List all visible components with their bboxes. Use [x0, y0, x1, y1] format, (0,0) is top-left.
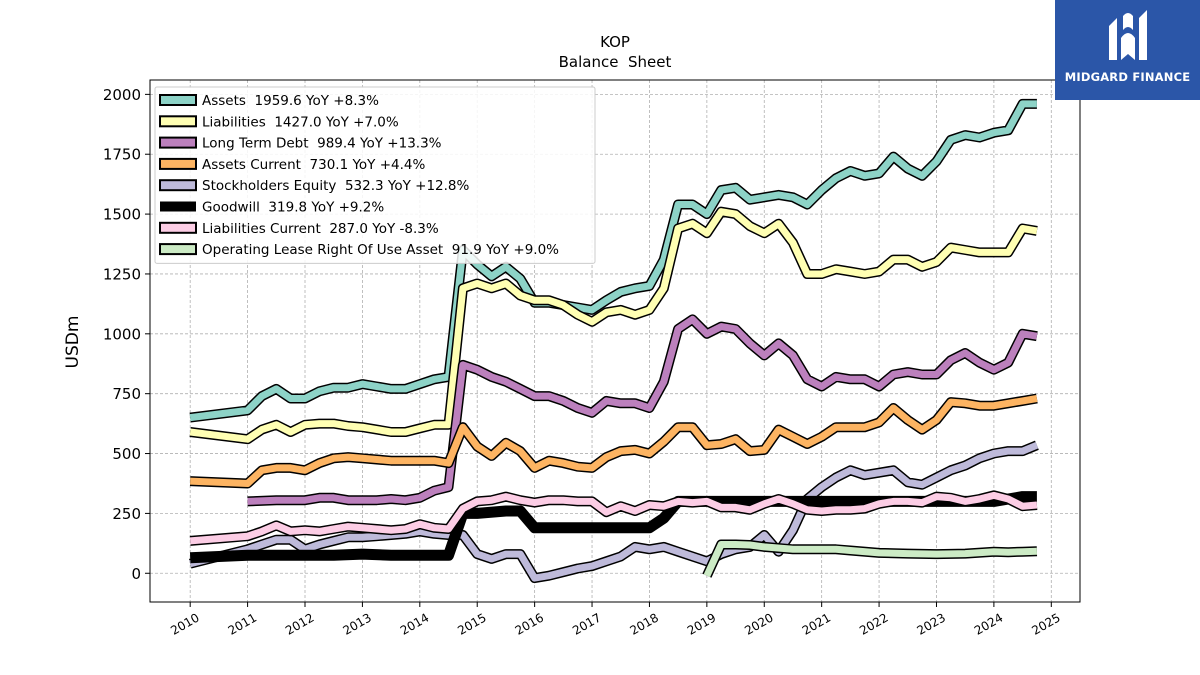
series-line — [189, 208, 1038, 443]
x-tick-label: 2019 — [685, 610, 718, 637]
x-tick-label: 2021 — [800, 610, 833, 637]
midgard-logo-icon — [1109, 10, 1147, 60]
x-tick-label: 2014 — [398, 610, 431, 637]
x-tick-label: 2013 — [340, 610, 373, 637]
y-tick-label: 250 — [112, 505, 141, 523]
y-tick-label: 1250 — [103, 265, 141, 283]
y-tick-label: 1000 — [103, 325, 141, 343]
legend-label: Goodwill 319.8 YoY +9.2% — [202, 200, 384, 216]
legend-label: Stockholders Equity 532.3 YoY +12.8% — [202, 178, 470, 194]
x-tick-label: 2018 — [627, 610, 660, 637]
legend-swatch — [159, 179, 197, 192]
series-4 — [188, 440, 1039, 584]
y-tick-label: 1750 — [103, 146, 141, 164]
series-line — [190, 395, 1038, 487]
series-0 — [189, 98, 1037, 423]
series-line — [189, 491, 1037, 564]
legend-swatch — [159, 115, 197, 128]
legend-label: Operating Lease Right Of Use Asset 91.9 … — [202, 242, 559, 258]
x-tick-label: 2010 — [168, 610, 201, 637]
legend-swatch — [159, 94, 197, 106]
series-line — [189, 100, 1037, 422]
series-line — [703, 541, 1038, 578]
legend-item: Stockholders Equity 532.3 YoY +12.8% — [159, 178, 470, 194]
legend-swatch — [159, 221, 197, 234]
y-tick-label: 500 — [112, 445, 141, 463]
legend-swatch — [159, 243, 197, 256]
brand-logo: MIDGARD FINANCE — [1055, 0, 1200, 100]
y-tick-label: 1500 — [103, 206, 141, 224]
legend-label: Long Term Debt 989.4 YoY +13.3% — [202, 136, 442, 152]
x-tick-label: 2016 — [513, 610, 546, 637]
series-5 — [189, 491, 1037, 564]
x-axis-ticks: 2010 2011 2012 2013 2014 2015 2016 2017 2018 2019… — [168, 602, 1063, 638]
y-axis-label: USDm — [63, 316, 83, 369]
legend-label: Liabilities Current 287.0 YoY -8.3% — [202, 221, 439, 237]
legend-swatch — [159, 157, 197, 170]
legend-item: Long Term Debt 989.4 YoY +13.3% — [159, 136, 442, 152]
plot-frame — [149, 79, 1081, 603]
series-line-outline — [247, 314, 1038, 507]
legend-item: Assets 1959.6 YoY +8.3% — [159, 93, 379, 109]
y-axis-ticks: 0 250 500 750 1000 1250 1500 1750 2000 — [103, 86, 150, 583]
legend-swatch — [160, 201, 196, 212]
chart-subtitle: Balance Sheet — [559, 53, 672, 71]
legend-item: Liabilities Current 287.0 YoY -8.3% — [159, 221, 439, 237]
x-tick-label: 2015 — [455, 610, 488, 637]
x-tick-label: 2012 — [283, 610, 316, 637]
chart-title: KOP — [600, 33, 630, 51]
x-tick-label: 2017 — [570, 610, 603, 637]
series-1 — [189, 206, 1038, 445]
x-tick-label: 2011 — [226, 610, 259, 637]
y-tick-label: 2000 — [103, 86, 141, 104]
legend-label: Assets 1959.6 YoY +8.3% — [202, 93, 379, 109]
legend-swatch — [159, 136, 197, 149]
series-line — [247, 315, 1038, 505]
x-tick-label: 2024 — [972, 610, 1005, 637]
series-6 — [189, 490, 1038, 546]
series-line-outline — [189, 393, 1038, 489]
series-line — [189, 441, 1039, 582]
y-tick-label: 750 — [112, 385, 141, 403]
y-tick-label: 0 — [131, 565, 141, 583]
legend-box — [154, 86, 596, 264]
legend-label: Liabilities 1427.0 YoY +7.0% — [202, 114, 399, 130]
series-line — [189, 491, 1038, 545]
series-3 — [189, 393, 1038, 489]
series-7 — [702, 539, 1038, 578]
x-tick-label: 2025 — [1029, 610, 1062, 637]
series-2 — [247, 314, 1038, 507]
legend-item: Assets Current 730.1 YoY +4.4% — [159, 157, 425, 173]
x-tick-label: 2023 — [915, 610, 948, 637]
legend-item: Liabilities 1427.0 YoY +7.0% — [159, 114, 399, 130]
logo-text: MIDGARD FINANCE — [1064, 70, 1191, 84]
legend-item: Operating Lease Right Of Use Asset 91.9 … — [159, 242, 559, 258]
x-tick-label: 2022 — [857, 610, 890, 637]
legend-label: Assets Current 730.1 YoY +4.4% — [202, 157, 425, 173]
legend-item: Goodwill 319.8 YoY +9.2% — [160, 200, 384, 216]
series-lines — [188, 98, 1039, 584]
x-tick-label: 2020 — [742, 610, 775, 637]
legend: Assets 1959.6 YoY +8.3% Liabilities 1427.… — [154, 86, 596, 264]
